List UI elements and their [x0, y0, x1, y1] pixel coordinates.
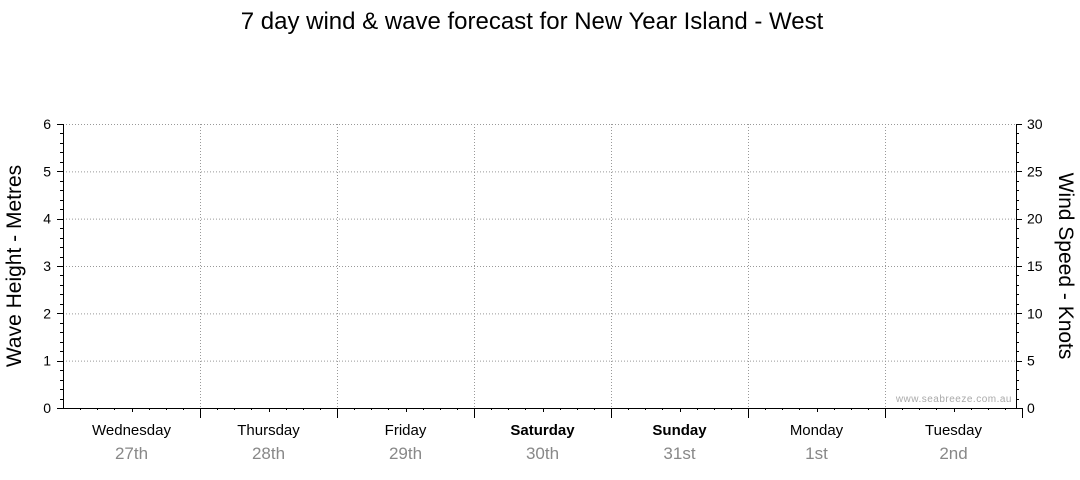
day-name-label: Friday — [385, 422, 427, 439]
day-name-label: Wednesday — [92, 422, 171, 439]
left-tick-label: 3 — [43, 258, 51, 274]
day-date-label: 31st — [663, 444, 695, 463]
right-axis-label: Wind Speed - Knots — [1054, 173, 1077, 360]
axis-layer — [57, 124, 1023, 418]
day-name-label: Monday — [790, 422, 844, 439]
left-tick-label: 2 — [43, 305, 51, 321]
day-date-label: 2nd — [939, 444, 967, 463]
watermark: www.seabreeze.com.au — [895, 394, 1012, 405]
day-name-label: Tuesday — [925, 422, 982, 439]
day-date-label: 28th — [252, 444, 285, 463]
right-tick-label: 20 — [1027, 211, 1043, 227]
right-tick-label: 0 — [1027, 400, 1035, 416]
day-name-label: Thursday — [237, 422, 300, 439]
right-tick-label: 15 — [1027, 258, 1043, 274]
right-tick-label: 5 — [1027, 353, 1035, 369]
grid-layer — [63, 124, 1017, 408]
day-name-label: Saturday — [510, 422, 575, 439]
left-axis-label: Wave Height - Metres — [3, 165, 26, 367]
chart-title: 7 day wind & wave forecast for New Year … — [241, 8, 824, 35]
left-tick-label: 1 — [43, 353, 51, 369]
left-tick-label: 0 — [43, 400, 51, 416]
right-tick-label: 30 — [1027, 116, 1043, 132]
labels-layer: 0 1 2 3 4 5 6 0 5 10 15 20 25 30 Wednesday 27th Thursday… — [43, 116, 1043, 463]
day-date-label: 27th — [115, 444, 148, 463]
left-tick-label: 6 — [43, 116, 51, 132]
day-name-label: Sunday — [652, 422, 707, 439]
left-tick-label: 4 — [43, 211, 51, 227]
day-date-label: 29th — [389, 444, 422, 463]
day-date-label: 30th — [526, 444, 559, 463]
day-date-label: 1st — [805, 444, 828, 463]
right-tick-label: 10 — [1027, 305, 1043, 321]
left-tick-label: 5 — [43, 163, 51, 179]
right-tick-label: 25 — [1027, 163, 1043, 179]
